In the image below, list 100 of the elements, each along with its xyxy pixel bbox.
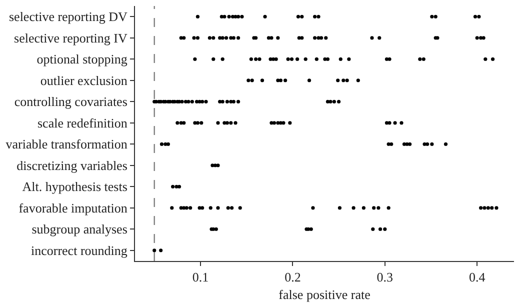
- point: [220, 57, 224, 61]
- point: [345, 78, 349, 82]
- point: [336, 78, 340, 82]
- point: [311, 206, 315, 210]
- point: [386, 206, 390, 210]
- point: [220, 36, 224, 40]
- point: [276, 36, 280, 40]
- point: [192, 36, 196, 40]
- point: [347, 57, 351, 61]
- point: [434, 14, 438, 18]
- point: [490, 57, 495, 61]
- point: [286, 57, 290, 61]
- point: [208, 36, 212, 40]
- point: [218, 100, 222, 104]
- y-tick-label: favorable imputation: [18, 200, 128, 216]
- point: [282, 121, 286, 125]
- point: [278, 78, 282, 82]
- point: [314, 57, 318, 61]
- point: [388, 121, 392, 125]
- point: [284, 78, 288, 82]
- point: [486, 206, 490, 210]
- point: [400, 121, 404, 125]
- point: [309, 227, 313, 231]
- point: [208, 206, 212, 210]
- point: [222, 14, 226, 18]
- point: [224, 36, 228, 40]
- point: [236, 100, 240, 104]
- x-tick-label: 0.1: [192, 270, 209, 285]
- point: [246, 78, 250, 82]
- point: [218, 36, 222, 40]
- point: [408, 142, 412, 146]
- x-tick-label: 0.4: [468, 270, 486, 285]
- point: [238, 206, 242, 210]
- point: [196, 36, 200, 40]
- point: [226, 206, 230, 210]
- point: [484, 57, 488, 61]
- y-tick-label: outlier exclusion: [40, 72, 128, 88]
- point: [216, 164, 220, 168]
- point: [182, 121, 186, 125]
- point: [290, 57, 294, 61]
- x-axis-title: false positive rate: [278, 287, 371, 302]
- point: [182, 206, 186, 210]
- point: [159, 248, 163, 252]
- point: [430, 14, 434, 18]
- point: [212, 57, 216, 61]
- point: [430, 142, 434, 146]
- point: [236, 36, 240, 40]
- point: [225, 100, 230, 104]
- point: [254, 57, 258, 61]
- point: [232, 36, 236, 40]
- point: [370, 36, 374, 40]
- point: [184, 206, 188, 210]
- point: [258, 57, 262, 61]
- point: [475, 36, 479, 40]
- point: [332, 100, 336, 104]
- point: [326, 57, 330, 61]
- point: [300, 14, 304, 18]
- x-tick-label: 0.3: [376, 270, 394, 285]
- point: [362, 206, 366, 210]
- point: [166, 142, 170, 146]
- y-tick-label: variable transformation: [6, 136, 128, 152]
- point: [190, 100, 194, 104]
- point: [479, 36, 483, 40]
- y-tick-label: Alt. hypothesis tests: [22, 179, 128, 194]
- point: [200, 121, 204, 125]
- point: [316, 14, 320, 18]
- point: [230, 206, 234, 210]
- point: [319, 36, 324, 40]
- y-tick-label: selective reporting DV: [8, 9, 128, 24]
- point: [477, 14, 481, 18]
- point: [152, 248, 156, 252]
- point: [473, 14, 478, 18]
- x-tick-label: 0.2: [284, 270, 301, 285]
- y-tick-label: scale redefinition: [38, 115, 128, 130]
- point: [212, 36, 216, 40]
- point: [338, 206, 342, 210]
- point: [234, 121, 238, 125]
- point: [304, 57, 308, 61]
- point: [338, 57, 342, 61]
- point: [328, 100, 332, 104]
- point: [356, 78, 360, 82]
- point: [313, 36, 317, 40]
- point: [177, 184, 182, 188]
- point: [216, 121, 220, 125]
- point: [171, 184, 175, 188]
- point: [229, 121, 233, 125]
- point: [272, 121, 276, 125]
- y-tick-label: selective reporting IV: [14, 30, 128, 46]
- point: [204, 100, 208, 104]
- point: [236, 14, 240, 18]
- point: [494, 206, 498, 210]
- point: [263, 14, 267, 18]
- point: [324, 36, 328, 40]
- point: [216, 206, 220, 210]
- point: [250, 78, 254, 82]
- point: [490, 206, 494, 210]
- point: [170, 206, 174, 210]
- point: [225, 121, 230, 125]
- point: [307, 78, 312, 82]
- point: [482, 36, 486, 40]
